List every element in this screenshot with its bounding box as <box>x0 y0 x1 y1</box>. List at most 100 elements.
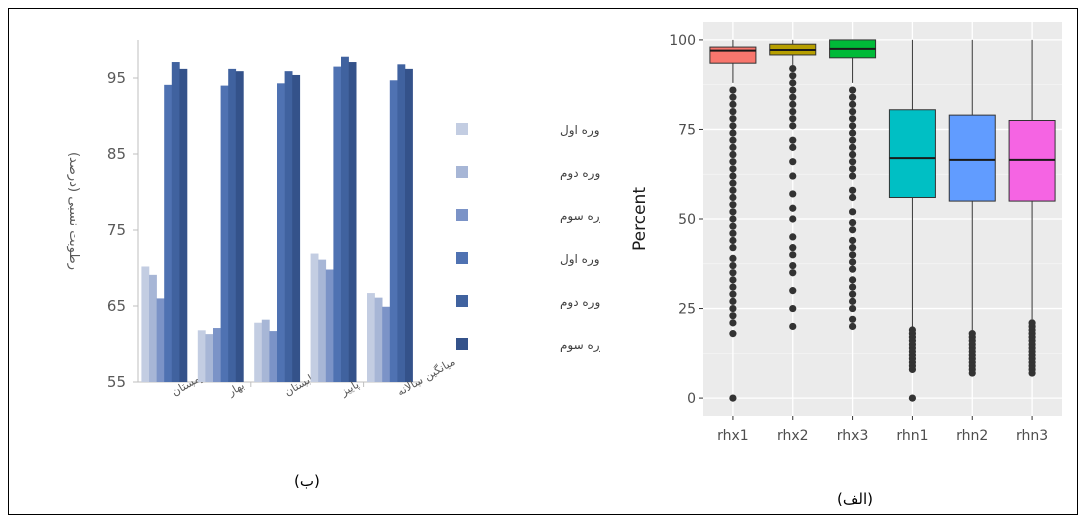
bar <box>325 269 334 382</box>
bar <box>156 298 165 382</box>
boxplot-outlier <box>848 251 857 259</box>
boxplot-outlier <box>848 86 857 94</box>
boxplot-outlier <box>848 304 857 313</box>
boxplot-outlier <box>789 122 797 130</box>
bar <box>284 71 293 382</box>
bar <box>220 85 229 382</box>
boxplot-outlier <box>729 290 737 298</box>
boxplot-outlier <box>729 254 737 262</box>
bar <box>397 64 406 382</box>
boxplot-outlier <box>848 297 857 305</box>
boxplot-outlier <box>848 122 857 130</box>
bar <box>261 319 270 382</box>
boxplot-x-tick-label: rhx1 <box>717 428 749 444</box>
boxplot-outlier <box>729 150 737 159</box>
boxplot-outlier <box>908 394 917 402</box>
boxplot-outlier <box>789 233 797 241</box>
boxplot-outlier <box>789 322 797 331</box>
bar <box>348 62 357 382</box>
bar <box>213 328 221 382</box>
boxplot-outlier <box>848 129 857 137</box>
boxplot-outlier <box>789 136 797 144</box>
legend-label: کمینه دوره دوم <box>560 166 600 181</box>
boxplot-outlier <box>848 165 857 173</box>
boxplot-outlier <box>729 193 737 202</box>
bar-y-axis-title: رطوبت نسبی (درصد) <box>66 152 81 270</box>
bar <box>164 84 173 382</box>
bar <box>318 259 327 382</box>
boxplot-box <box>948 114 996 202</box>
boxplot-outlier <box>729 100 737 108</box>
boxplot-outlier <box>848 193 857 202</box>
boxplot-outlier <box>729 261 737 270</box>
boxplot-outlier <box>789 204 797 212</box>
legend-swatch <box>456 166 468 178</box>
bar <box>179 68 188 382</box>
bar <box>389 80 398 382</box>
boxplot-outlier <box>729 222 737 230</box>
boxplot-outlier <box>789 304 797 313</box>
boxplot-box <box>888 109 936 199</box>
boxplot-outlier <box>729 394 737 402</box>
bar <box>292 74 301 383</box>
boxplot-outlier <box>848 218 857 227</box>
boxplot-outlier <box>729 304 737 313</box>
bar <box>149 274 157 382</box>
boxplot-outlier <box>848 315 857 323</box>
boxplot-outlier <box>848 283 857 291</box>
boxplot-x-tick-label: rhn2 <box>956 428 988 444</box>
boxplot-y-tick-label: 0 <box>687 391 696 407</box>
boxplot-y-tick-label: 75 <box>678 122 696 138</box>
bar-y-tick-label: 85 <box>107 145 126 163</box>
boxplot-outlier <box>848 290 857 298</box>
legend-swatch <box>456 295 468 307</box>
boxplot-outlier <box>729 283 737 291</box>
legend-label: کمینه دوره اول <box>560 123 600 138</box>
boxplot-outlier <box>729 143 737 151</box>
boxplot-outlier <box>848 158 857 166</box>
bar <box>374 297 383 382</box>
boxplot-outlier <box>848 258 857 266</box>
boxplot-outlier <box>729 115 737 123</box>
boxplot-outlier <box>729 172 737 180</box>
boxplot-outlier <box>789 86 797 94</box>
legend-label: بیشینه دوره دوم <box>560 295 600 310</box>
boxplot-outlier <box>789 93 797 101</box>
bar <box>141 266 150 382</box>
boxplot-outlier <box>789 215 797 223</box>
bar <box>405 68 413 382</box>
bar <box>382 306 391 382</box>
boxplot-x-tick-label: rhx2 <box>777 428 809 444</box>
boxplot-outlier <box>729 93 737 101</box>
boxplot-outlier <box>848 136 857 144</box>
boxplot-outlier <box>789 269 797 277</box>
boxplot-outlier <box>848 143 857 151</box>
boxplot-outlier <box>848 226 857 234</box>
bar-y-tick-label: 75 <box>107 221 126 239</box>
bar-y-tick-label: 95 <box>107 69 126 87</box>
boxplot-outlier <box>729 330 737 338</box>
boxplot-y-tick-label: 25 <box>678 302 696 318</box>
bar <box>197 330 206 382</box>
boxplot-caption: (الف) <box>837 490 873 508</box>
boxplot-outlier <box>848 150 857 159</box>
boxplot-outlier <box>729 107 737 116</box>
bar-y-tick-label: 55 <box>107 373 126 391</box>
boxplot-outlier <box>848 93 857 101</box>
bar <box>254 322 263 382</box>
figure-frame <box>8 8 1078 515</box>
boxplot-outlier <box>729 136 737 144</box>
boxplot-outlier <box>729 165 737 173</box>
legend-swatch <box>456 252 468 264</box>
boxplot-y-tick-label: 100 <box>669 33 696 49</box>
boxplot-outlier <box>729 229 737 237</box>
boxplot-outlier <box>789 143 797 151</box>
bar <box>367 293 375 382</box>
legend-label: کمینه دوره سوم <box>560 209 600 224</box>
boxplot-outlier <box>789 261 797 270</box>
bar <box>341 56 349 382</box>
boxplot-outlier <box>729 158 737 166</box>
boxplot-outlier <box>789 115 797 123</box>
bar <box>310 253 319 382</box>
